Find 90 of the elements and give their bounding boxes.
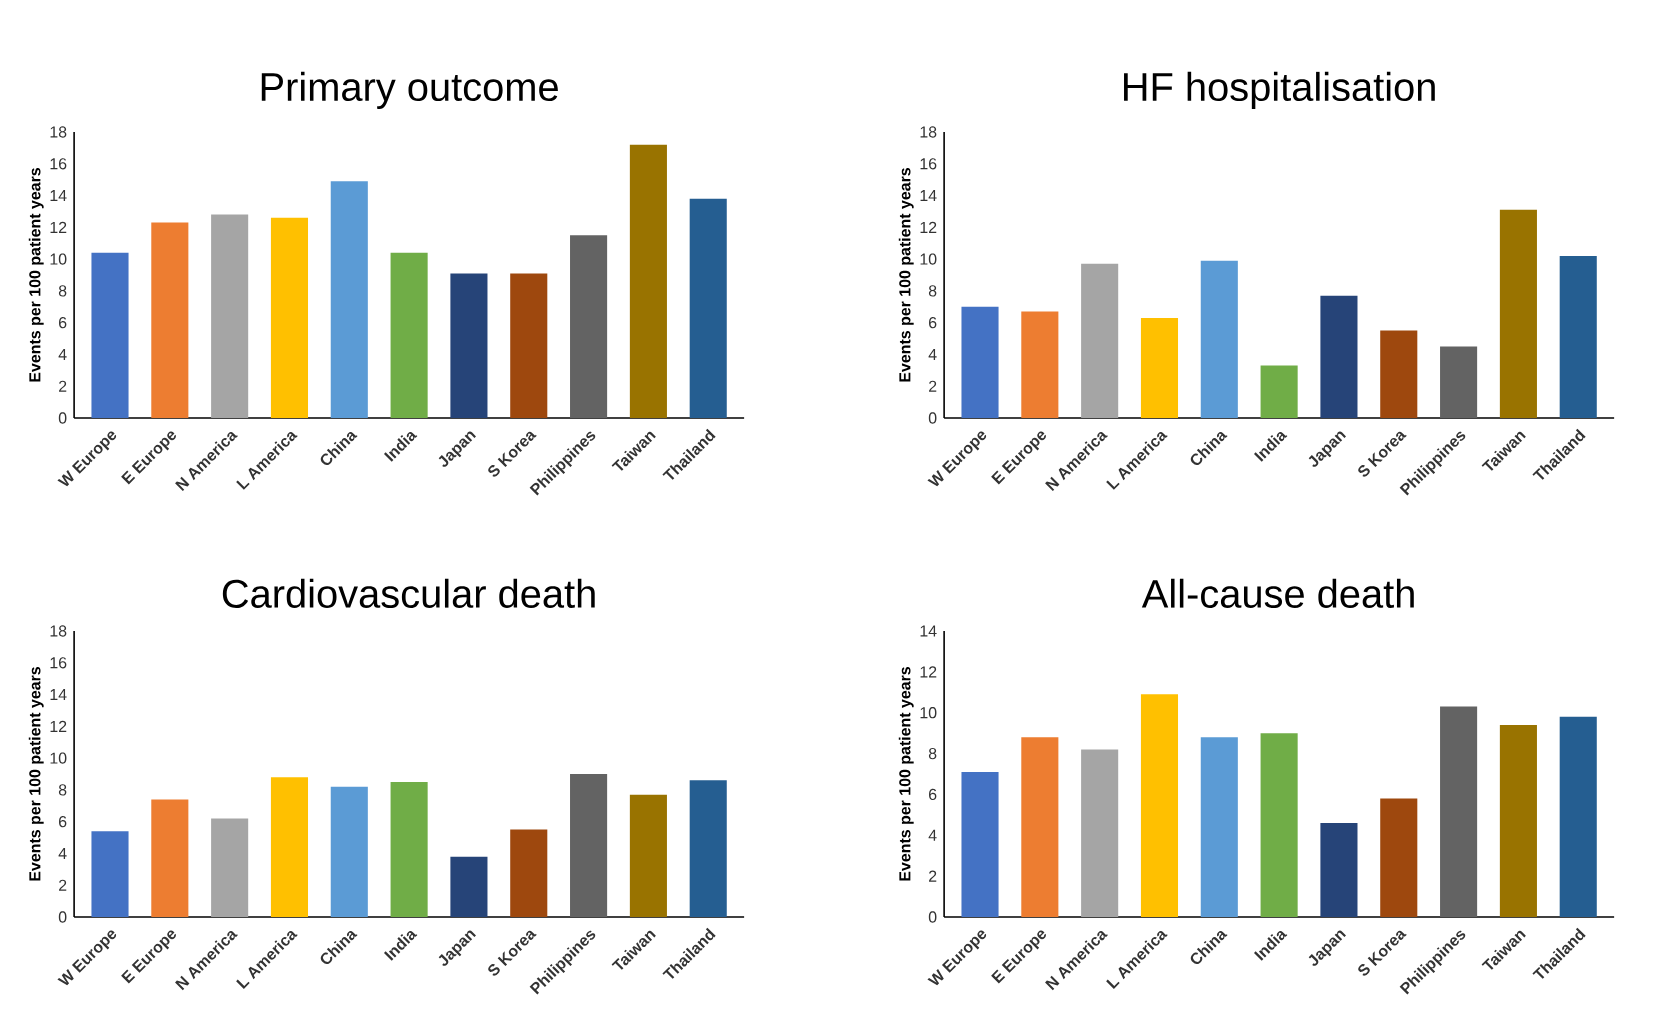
y-tick-label: 8 <box>928 747 937 760</box>
y-tick-label: 4 <box>928 348 937 360</box>
bar <box>1140 317 1179 418</box>
bar <box>211 818 249 917</box>
y-tick-label: 8 <box>58 285 67 297</box>
y-tick-label: 2 <box>59 380 67 392</box>
y-tick-label: 12 <box>920 221 937 233</box>
chart-title: Cardiovascular death <box>222 578 595 608</box>
y-tick-label: 2 <box>59 879 67 891</box>
y-tick-label: 14 <box>920 190 937 202</box>
y-axis-title: Events per 100 patient years <box>28 168 44 382</box>
y-tick-label: 18 <box>50 625 67 637</box>
y-tick-label: 0 <box>58 412 67 424</box>
bar <box>1440 346 1478 418</box>
y-tick-label: 6 <box>59 816 67 828</box>
bar <box>91 831 129 917</box>
bar <box>390 252 428 418</box>
y-axis-title: Events per 100 patient years <box>898 667 914 881</box>
y-tick-label: 4 <box>58 348 67 360</box>
y-tick-label: 16 <box>920 158 937 170</box>
bar <box>211 214 249 418</box>
bar <box>1200 737 1238 917</box>
y-tick-label: 16 <box>50 657 67 669</box>
bar <box>1260 365 1298 418</box>
bar <box>330 786 368 917</box>
y-tick-label: 10 <box>50 752 67 764</box>
bar <box>1559 255 1597 418</box>
y-tick-label: 14 <box>50 689 67 701</box>
bar <box>961 771 999 917</box>
bar <box>151 222 189 418</box>
bar <box>450 273 488 418</box>
y-tick-label: 14 <box>50 190 67 202</box>
y-tick-label: 6 <box>929 317 937 329</box>
bar <box>1440 706 1478 917</box>
bar <box>1499 209 1537 418</box>
bar <box>390 781 428 917</box>
y-tick-label: 16 <box>50 158 67 170</box>
bar <box>1081 749 1119 917</box>
bar <box>1320 823 1358 917</box>
y-tick-label: 10 <box>920 253 937 265</box>
bar <box>510 273 548 418</box>
y-tick-label: 4 <box>58 847 67 859</box>
bar <box>1200 260 1238 418</box>
y-tick-label: 18 <box>920 126 937 138</box>
bar <box>1380 330 1418 418</box>
bar <box>1260 733 1298 917</box>
y-axis-title: Events per 100 patient years <box>28 667 44 881</box>
bar <box>91 252 129 418</box>
y-tick-label: 0 <box>928 911 937 923</box>
bar <box>1081 263 1119 418</box>
chart-title: Primary outcome <box>261 71 558 110</box>
y-tick-label: 8 <box>58 784 67 796</box>
bar <box>330 181 368 418</box>
bar <box>1140 694 1179 917</box>
y-tick-label: 12 <box>920 666 937 678</box>
y-tick-label: 12 <box>50 221 67 233</box>
y-tick-label: 0 <box>58 911 67 923</box>
bar <box>570 235 608 418</box>
bar <box>1499 724 1537 917</box>
y-tick-label: 0 <box>928 412 937 424</box>
y-tick-label: 2 <box>929 380 937 392</box>
bar <box>270 777 309 917</box>
bar <box>1380 798 1418 917</box>
y-tick-label: 4 <box>928 829 937 841</box>
bar <box>689 780 727 917</box>
y-tick-label: 12 <box>50 720 67 732</box>
bar <box>1559 716 1597 917</box>
y-tick-label: 6 <box>59 317 67 329</box>
bar <box>629 144 667 418</box>
bar <box>1021 737 1059 917</box>
y-axis-title: Events per 100 patient years <box>898 168 914 382</box>
bar <box>151 799 189 917</box>
bar <box>510 829 548 917</box>
y-tick-label: 10 <box>50 253 67 265</box>
bar <box>1021 311 1059 418</box>
bar <box>629 794 667 917</box>
y-tick-label: 18 <box>50 126 67 138</box>
y-tick-label: 6 <box>929 788 937 801</box>
bar <box>270 217 309 418</box>
bar <box>1320 295 1358 418</box>
bar <box>570 774 608 917</box>
y-tick-label: 2 <box>929 870 937 882</box>
y-tick-label: 8 <box>928 285 937 297</box>
chart-title: HF hospitalisation <box>1124 71 1435 110</box>
chart-title: All-cause death <box>1141 578 1414 608</box>
y-tick-label: 10 <box>920 707 937 719</box>
y-tick-label: 14 <box>920 625 937 637</box>
bar <box>450 856 488 917</box>
bar <box>689 198 727 418</box>
bar <box>961 306 999 418</box>
